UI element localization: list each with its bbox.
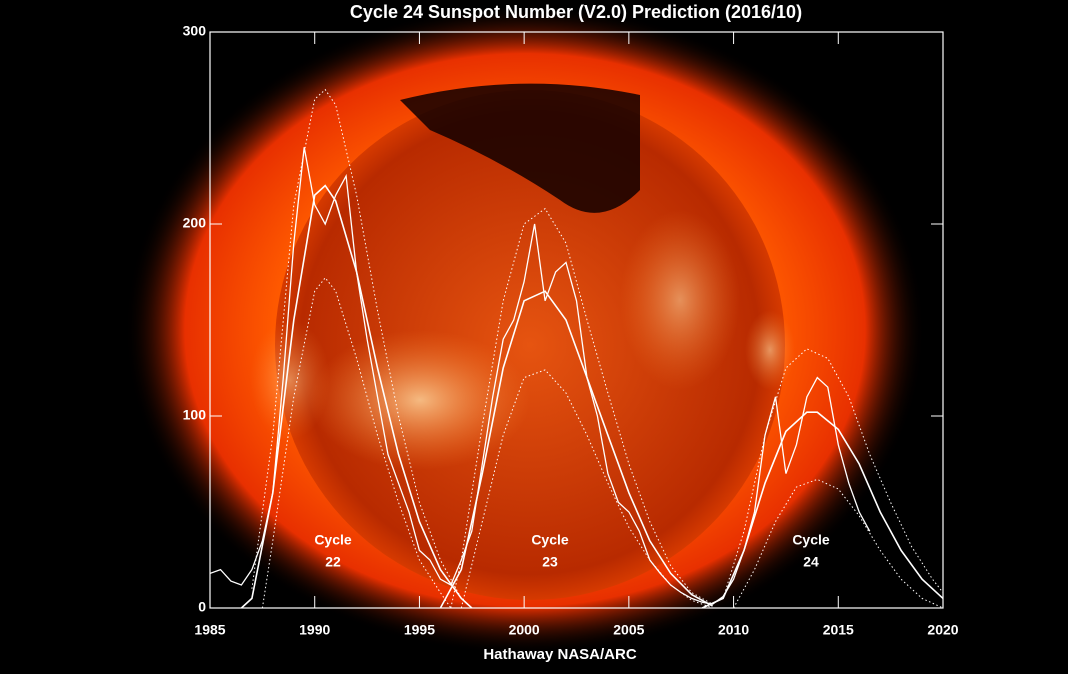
cycle-annotation: 22 bbox=[325, 554, 341, 570]
y-tick-label: 300 bbox=[183, 23, 207, 39]
data-line bbox=[210, 147, 871, 605]
x-axis-label: Hathaway NASA/ARC bbox=[483, 646, 637, 663]
sun-background bbox=[125, 5, 925, 655]
plot-frame bbox=[209, 31, 944, 609]
y-tick-label: 0 bbox=[198, 599, 206, 615]
x-tick-label: 2005 bbox=[613, 622, 644, 638]
y-tick-label: 100 bbox=[183, 407, 207, 423]
data-line bbox=[240, 184, 473, 608]
cycle-annotation: Cycle bbox=[314, 532, 352, 548]
x-tick-label: 1985 bbox=[194, 622, 225, 638]
x-tick-label: 2020 bbox=[927, 622, 958, 638]
bound-line bbox=[450, 207, 713, 608]
y-tick-label: 200 bbox=[183, 215, 207, 231]
chart-title: Cycle 24 Sunspot Number (V2.0) Predictio… bbox=[350, 2, 802, 22]
bound-line bbox=[261, 276, 452, 608]
bound-line bbox=[733, 478, 943, 608]
x-tick-label: 2000 bbox=[509, 622, 540, 638]
bound-line bbox=[460, 369, 713, 608]
bound-line bbox=[251, 88, 462, 599]
cycle-annotation: Cycle bbox=[792, 532, 830, 548]
x-tick-label: 2015 bbox=[823, 622, 854, 638]
x-tick-label: 1990 bbox=[299, 622, 330, 638]
data-line bbox=[701, 411, 943, 608]
bound-line bbox=[722, 348, 943, 599]
data-line bbox=[439, 290, 713, 608]
x-tick-label: 2010 bbox=[718, 622, 749, 638]
cycle-annotation: 24 bbox=[803, 554, 819, 570]
cycle-annotation: 23 bbox=[542, 554, 558, 570]
cycle-annotation: Cycle bbox=[531, 532, 569, 548]
x-tick-label: 1995 bbox=[404, 622, 435, 638]
